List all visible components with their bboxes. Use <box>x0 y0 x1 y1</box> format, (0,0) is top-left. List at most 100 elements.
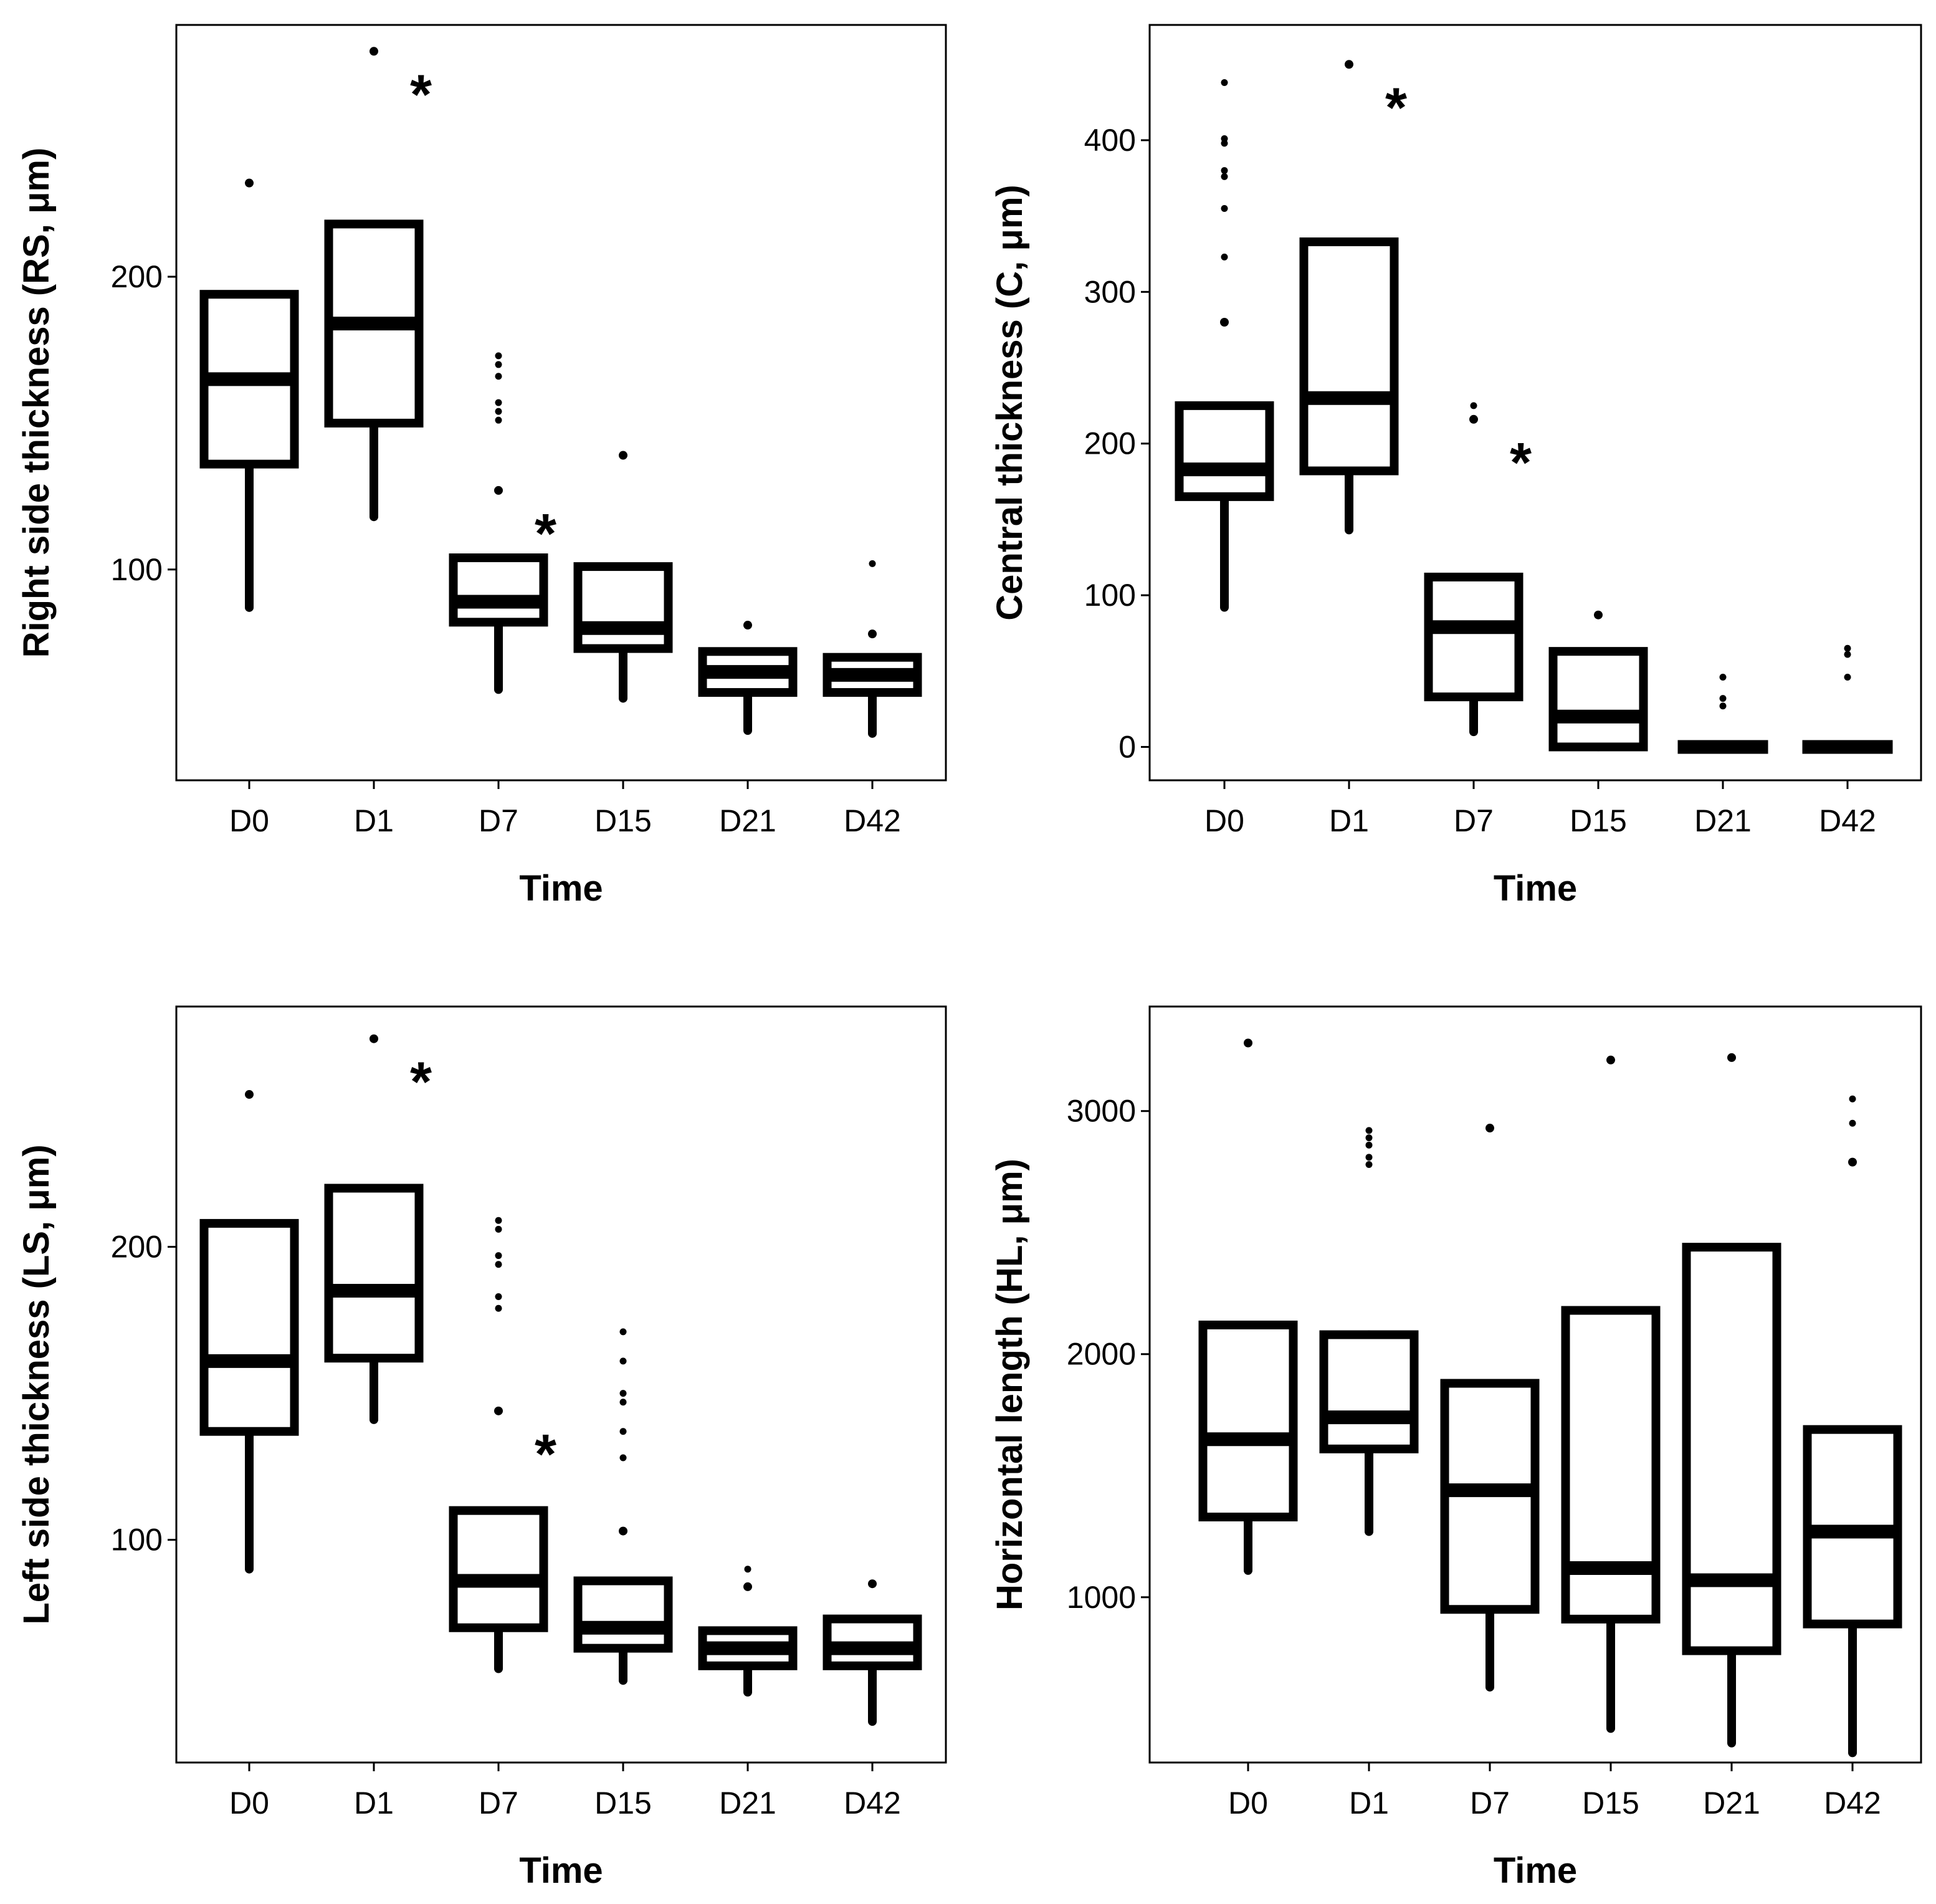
outlier-point <box>1365 1134 1373 1142</box>
outlier-point <box>619 1454 627 1461</box>
plot-frame <box>175 1005 947 1764</box>
outlier-point <box>619 1399 627 1406</box>
x-tick-label: D1 <box>1329 803 1369 838</box>
plot-frame <box>1148 1005 1922 1764</box>
x-tick-label: D42 <box>844 1786 901 1820</box>
outlier-point <box>1470 402 1477 409</box>
iqr-box <box>1424 572 1524 702</box>
outlier-point <box>495 1304 502 1312</box>
x-tick-label: D0 <box>229 803 269 838</box>
outlier-point <box>619 1357 627 1365</box>
y-axis-title: Central thickness (C, μm) <box>989 184 1030 620</box>
iqr-box <box>1682 1243 1781 1655</box>
x-tick-label: D15 <box>1582 1786 1639 1820</box>
box-D0 <box>199 1090 299 1574</box>
iqr-box <box>573 562 673 653</box>
outlier-point <box>1221 173 1228 180</box>
outlier-point <box>1365 1141 1373 1149</box>
panel-2: 0 100 200 300 400 D0 D1 D7 D15 D21 D42 Time Central … <box>989 24 1922 909</box>
x-axis-title: Time <box>519 868 603 909</box>
outlier-point <box>1849 1095 1856 1103</box>
significance-star: * <box>1385 77 1407 139</box>
x-tick-label: D42 <box>844 803 901 838</box>
outlier-point <box>1221 79 1228 86</box>
outlier-point <box>495 361 502 368</box>
iqr-box <box>199 1218 299 1436</box>
x-tick-label: D21 <box>1694 803 1752 838</box>
y-tick-label: 400 <box>1084 123 1136 158</box>
outlier-point <box>1719 702 1727 710</box>
x-tick-label: D21 <box>1703 1786 1760 1820</box>
y-tick-label: 200 <box>1084 426 1136 461</box>
plot-frame <box>1148 24 1922 782</box>
outlier-point <box>1719 695 1727 702</box>
y-axis-title: Horizontal length (HL, μm) <box>989 1159 1030 1610</box>
iqr-box <box>1319 1330 1419 1453</box>
x-tick-label: D15 <box>1570 803 1627 838</box>
x-tick-label: D42 <box>1824 1786 1881 1820</box>
x-tick-label: D1 <box>1349 1786 1389 1820</box>
x-tick-label: D21 <box>719 1786 776 1820</box>
outlier-point <box>744 1566 751 1573</box>
panel-3: 100 200 D0 D1 D7 D15 D21 D42 Time Left side thick… <box>16 1005 947 1891</box>
outlier-point <box>1365 1127 1373 1134</box>
x-axis-title: Time <box>1494 1850 1577 1891</box>
outlier-point <box>619 1328 627 1336</box>
outlier-point <box>495 373 502 380</box>
outlier-point <box>619 1428 627 1435</box>
outlier-point <box>1849 1119 1856 1127</box>
y-tick-label: 0 <box>1118 729 1136 764</box>
box-D21 <box>698 1582 798 1697</box>
box-D15 <box>1548 610 1648 752</box>
box-D1 <box>1299 60 1399 535</box>
plot-frame <box>175 24 947 782</box>
outlier-point <box>495 1217 502 1224</box>
significance-star: * <box>1510 432 1532 494</box>
outlier-point <box>495 1225 502 1233</box>
outlier-point <box>495 1293 502 1300</box>
y-tick-label: 100 <box>111 1523 163 1557</box>
box-D42 <box>1803 1157 1902 1758</box>
iqr-box <box>1548 647 1648 752</box>
y-axis-title: Right side thickness (RS, μm) <box>16 148 57 658</box>
outlier-point <box>1221 167 1228 175</box>
outlier-point <box>1844 674 1851 681</box>
x-tick-label: D7 <box>1454 803 1494 838</box>
x-tick-label: D15 <box>594 1786 652 1820</box>
x-tick-label: D0 <box>1204 803 1244 838</box>
outlier-point <box>1221 253 1228 261</box>
box-D0 <box>199 178 299 612</box>
outlier-point <box>1844 651 1851 658</box>
x-tick-label: D0 <box>1228 1786 1268 1820</box>
box-D7 <box>449 486 548 694</box>
box-D1 <box>324 1034 424 1424</box>
panel-4: 1000 2000 3000 D0 D1 D7 D15 D21 D42 Time Horizonta… <box>989 1005 1922 1891</box>
outlier-point <box>1844 644 1851 652</box>
x-tick-label: D21 <box>719 803 776 838</box>
box-D0 <box>1198 1038 1298 1575</box>
box-D15 <box>573 1526 673 1685</box>
y-tick-label: 100 <box>111 552 163 587</box>
box-D7 <box>1440 1124 1540 1692</box>
outlier-point <box>495 399 502 406</box>
outlier-point <box>495 352 502 360</box>
y-tick-label: 2000 <box>1067 1337 1136 1372</box>
outlier-point <box>1221 140 1228 147</box>
x-tick-label: D1 <box>354 1786 394 1820</box>
y-axis-title: Left side thickness (LS, μm) <box>16 1144 57 1624</box>
box-D21 <box>698 621 798 735</box>
x-axis-title: Time <box>519 1850 603 1891</box>
box-D7 <box>1424 414 1524 737</box>
x-tick-label: D42 <box>1819 803 1876 838</box>
iqr-box <box>449 553 548 627</box>
y-tick-label: 1000 <box>1067 1580 1136 1615</box>
box-D15 <box>1561 1055 1661 1733</box>
outlier-point <box>495 1261 502 1268</box>
iqr-box <box>1299 237 1399 476</box>
x-tick-label: D0 <box>229 1786 269 1820</box>
significance-star: * <box>410 1051 432 1114</box>
significance-star: * <box>535 503 556 565</box>
panel-1: 100 200 D0 D1 D7 D15 D21 D42 Time Right side thic… <box>16 24 947 909</box>
outlier-point <box>495 408 502 415</box>
